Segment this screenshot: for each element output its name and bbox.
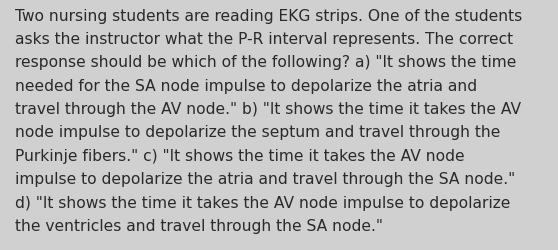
Text: travel through the AV node." b) "It shows the time it takes the AV: travel through the AV node." b) "It show… (15, 102, 521, 117)
Text: Purkinje fibers." c) "It shows the time it takes the AV node: Purkinje fibers." c) "It shows the time … (15, 148, 465, 163)
Text: the ventricles and travel through the SA node.": the ventricles and travel through the SA… (15, 218, 383, 233)
Text: asks the instructor what the P-R interval represents. The correct: asks the instructor what the P-R interva… (15, 32, 513, 47)
Text: node impulse to depolarize the septum and travel through the: node impulse to depolarize the septum an… (15, 125, 501, 140)
Text: impulse to depolarize the atria and travel through the SA node.": impulse to depolarize the atria and trav… (15, 172, 516, 186)
Text: Two nursing students are reading EKG strips. One of the students: Two nursing students are reading EKG str… (15, 9, 522, 24)
Text: response should be which of the following? a) "It shows the time: response should be which of the followin… (15, 55, 517, 70)
Text: needed for the SA node impulse to depolarize the atria and: needed for the SA node impulse to depola… (15, 78, 477, 94)
Text: d) "It shows the time it takes the AV node impulse to depolarize: d) "It shows the time it takes the AV no… (15, 195, 511, 210)
